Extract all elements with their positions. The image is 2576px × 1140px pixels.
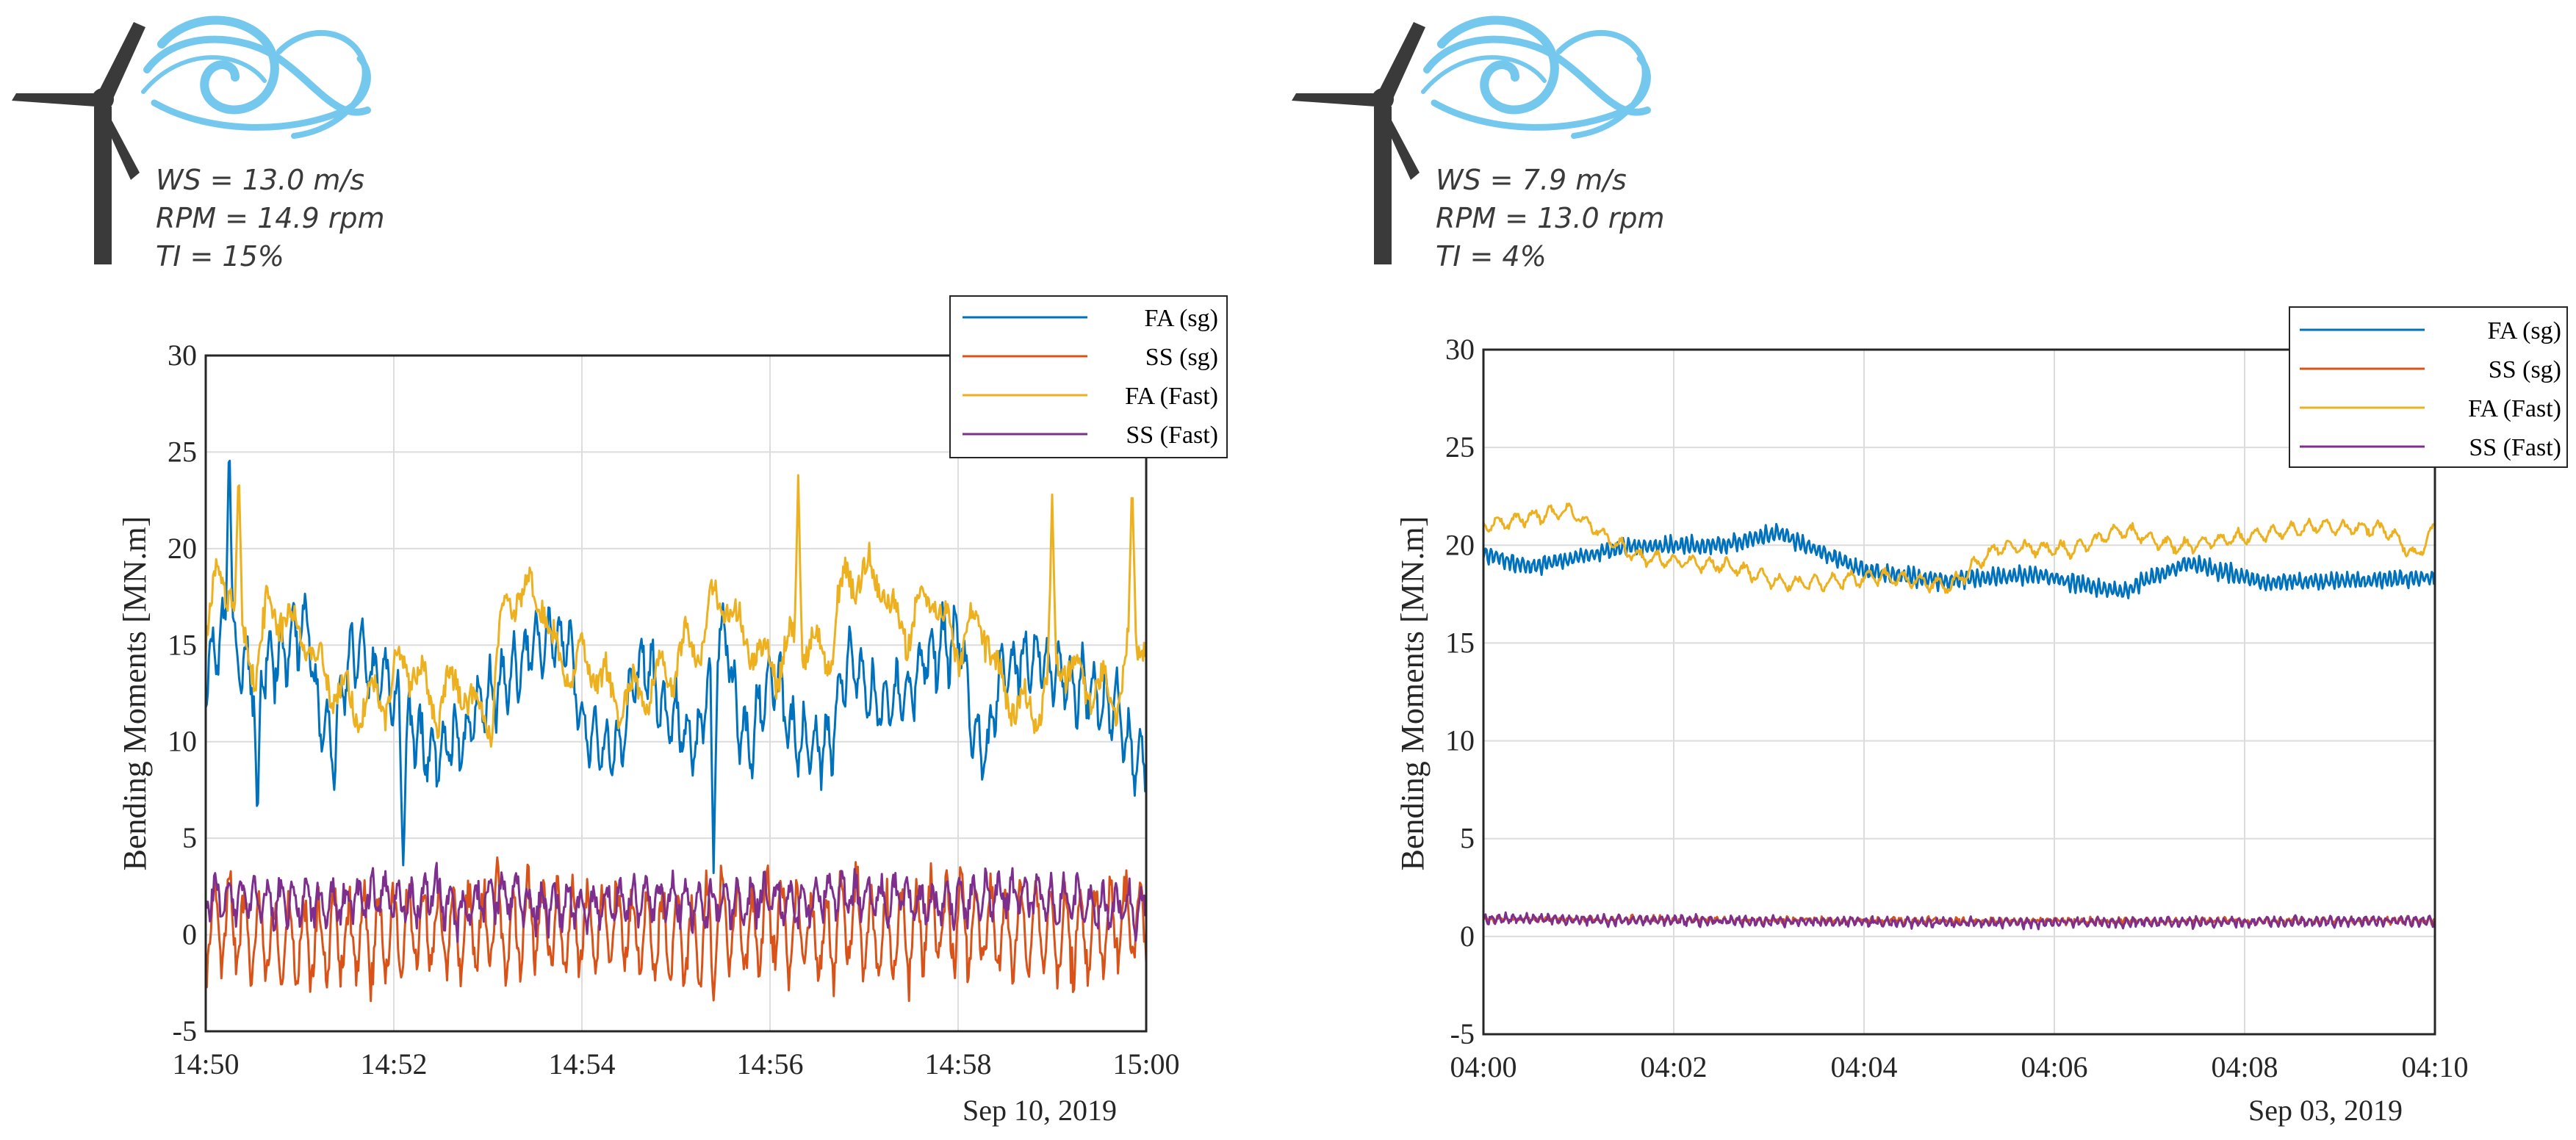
wind-turbine-logo-icon [12, 22, 145, 264]
legend-entry-fa-fast: FA (Fast) [1125, 383, 1218, 410]
turbine-blade [1378, 107, 1420, 180]
condition-turbulence: TI = 15% [156, 240, 284, 273]
x-tick-label: 14:52 [360, 1047, 427, 1081]
series-line-ss-sg [204, 856, 1148, 1003]
x-tick-label: 14:50 [172, 1047, 239, 1081]
turbine-blade [1377, 22, 1425, 105]
y-tick-label: 0 [1460, 920, 1475, 953]
wave-logo-icon [1421, 15, 1651, 139]
condition-rpm: RPM = 14.9 rpm [156, 202, 385, 234]
turbine-blade [1292, 93, 1375, 107]
x-tick-label: 04:10 [2401, 1050, 2468, 1083]
y-tick-label: 5 [1460, 822, 1475, 855]
x-tick-label: 04:02 [1640, 1050, 1707, 1083]
y-tick-label: 20 [168, 532, 197, 565]
date-label: Sep 03, 2019 [2248, 1094, 2403, 1127]
condition-wind-speed: WS = 7.9 m/s [1436, 164, 1627, 196]
x-tick-label: 04:04 [1830, 1050, 1897, 1083]
legend-entry-fa-fast: FA (Fast) [2468, 395, 2561, 422]
axes-box [204, 354, 1148, 1033]
y-tick-label: 15 [1445, 626, 1475, 659]
turbine-tower [1374, 107, 1392, 264]
legend-entry-ss-fast: SS (Fast) [2469, 434, 2561, 461]
y-tick-label: 30 [168, 339, 197, 372]
series-line-fa-fast [1482, 502, 2436, 594]
turbine-hub [1372, 88, 1394, 110]
x-tick-label: 14:58 [924, 1047, 991, 1081]
legend: FA (sg) SS (sg) FA (Fast) SS (Fast) [949, 295, 1228, 458]
date-label: Sep 10, 2019 [963, 1094, 1117, 1127]
x-tick-label: 15:00 [1112, 1047, 1179, 1081]
plot-area-left: -5 0 5 10 15 20 25 30 14:50 14:52 14:54 14:56 14:58 1… [168, 339, 1180, 1081]
y-tick-label: 0 [182, 918, 197, 951]
y-tick-label: 5 [182, 821, 197, 854]
legend-box [2289, 306, 2568, 468]
turbine-tower [94, 107, 112, 264]
legend-box [949, 295, 1228, 458]
condition-rpm: RPM = 13.0 rpm [1436, 202, 1665, 234]
wind-turbine-logo-icon [1292, 22, 1425, 264]
turbine-blade [12, 93, 96, 107]
condition-turbulence: TI = 4% [1436, 240, 1547, 273]
x-tick-label: 14:54 [548, 1047, 615, 1081]
turbine-blade [98, 107, 140, 180]
y-tick-label: 15 [168, 628, 197, 661]
condition-wind-speed: WS = 13.0 m/s [156, 164, 364, 196]
series-line-fa-sg [204, 459, 1148, 874]
panel-left: WS = 13.0 m/s RPM = 14.9 rpm TI = 15% -5… [12, 15, 1228, 1127]
y-axis-label: Bending Moments [MN.m] [117, 516, 153, 871]
tick-labels: -5 0 5 10 15 20 25 30 14:50 14:52 14:54 14:56 14:58 1… [168, 339, 1180, 1081]
y-tick-label: 10 [1445, 724, 1475, 757]
y-tick-label: -5 [1450, 1017, 1475, 1050]
panel-right: WS = 7.9 m/s RPM = 13.0 rpm TI = 4% -5 0 5… [1292, 15, 2568, 1127]
series-line-ss-fast [1483, 911, 2436, 931]
turbine-blade [97, 22, 145, 105]
series-lines [204, 459, 1148, 1003]
y-tick-label: -5 [173, 1014, 197, 1047]
legend-entry-ss-fast: SS (Fast) [1126, 422, 1218, 449]
turbine-hub [92, 88, 114, 110]
series-line-ss-fast [204, 862, 1148, 943]
tick-labels: -5 0 5 10 15 20 25 30 04:00 04:02 04:04 04:06 04:08 0… [1445, 333, 2469, 1083]
x-tick-label: 04:06 [2021, 1050, 2087, 1083]
y-axis-label: Bending Moments [MN.m] [1395, 516, 1431, 871]
y-tick-label: 10 [168, 725, 197, 758]
legend-entry-ss-sg: SS (sg) [1145, 344, 1218, 371]
legend-entry-fa-sg: FA (sg) [2488, 317, 2561, 344]
x-tick-label: 04:00 [1450, 1050, 1517, 1083]
series-lines [1482, 502, 2436, 931]
series-line-fa-fast [204, 474, 1148, 748]
legend: FA (sg) SS (sg) FA (Fast) SS (Fast) [2289, 306, 2568, 468]
x-tick-label: 04:08 [2211, 1050, 2278, 1083]
plot-area-right: -5 0 5 10 15 20 25 30 04:00 04:02 04:04 04:06 04:08 0… [1445, 333, 2469, 1083]
y-tick-label: 25 [1445, 430, 1475, 463]
x-tick-label: 14:56 [736, 1047, 803, 1081]
legend-entry-fa-sg: FA (sg) [1145, 305, 1218, 332]
y-tick-label: 20 [1445, 528, 1475, 561]
wave-logo-icon [141, 15, 371, 139]
y-tick-label: 25 [168, 435, 197, 468]
series-line-fa-sg [1482, 522, 2436, 599]
legend-entry-ss-sg: SS (sg) [2489, 356, 2561, 383]
y-tick-label: 30 [1445, 333, 1475, 366]
axes-box [1482, 348, 2436, 1036]
